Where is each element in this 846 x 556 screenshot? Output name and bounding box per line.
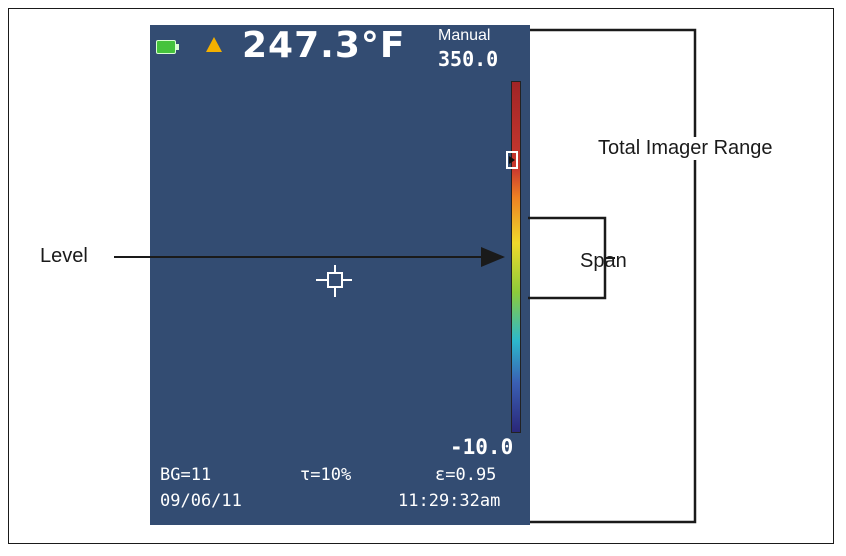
background-temp: BG=11 [160,465,212,485]
emissivity: ε=0.95 [435,465,497,485]
span-label: Span [580,250,627,272]
scale-max: 350.0 [438,47,499,71]
spot-temperature: 247.3°F [242,25,406,66]
battery-icon [156,40,179,54]
level-label: Level [40,245,88,267]
capture-time: 11:29:32am [398,491,501,511]
imager-screen: 247.3°F Manual 350.0 -10.0 BG=11 τ=10% ε… [150,25,530,525]
range-mode: Manual [438,27,491,44]
level-marker-icon [506,151,518,169]
capture-date: 09/06/11 [160,491,242,511]
crosshair-icon [316,265,352,297]
transmission: τ=10% [300,465,352,485]
total-range-label: Total Imager Range [596,137,775,160]
figure-frame [8,8,834,544]
scale-min: -10.0 [450,435,514,459]
color-palette-bar [511,81,521,433]
warning-icon [206,37,222,52]
range-bracket [530,28,697,524]
